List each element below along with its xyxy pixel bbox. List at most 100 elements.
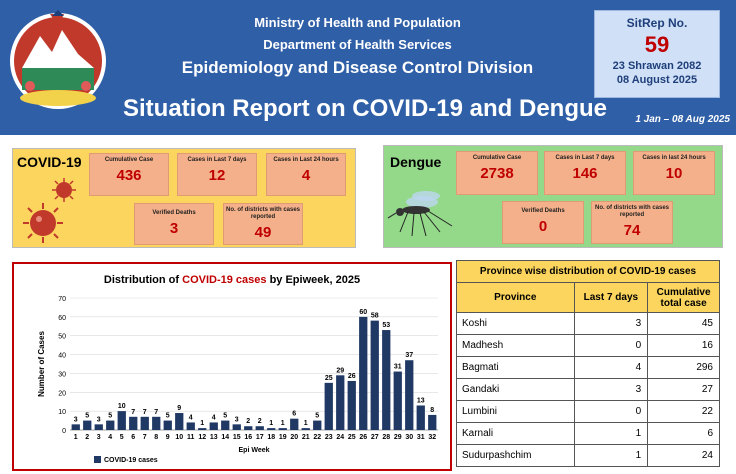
covid-last24-card: Cases in Last 24 hours 4 [266, 153, 346, 196]
province-cell: Gandaki [456, 378, 575, 401]
covid-panel-title: COVID-19 [17, 154, 82, 170]
mosquito-icon [387, 191, 453, 237]
sitrep-number: 59 [644, 32, 670, 57]
table-row: Lumbini 0 22 [456, 400, 720, 423]
province-table: Province wise distribution of COVID-19 c… [456, 260, 720, 467]
y-tick-label: 20 [58, 390, 66, 397]
x-tick-label: 26 [359, 434, 367, 441]
data-label: 6 [292, 411, 296, 418]
total-cell: 27 [647, 378, 720, 401]
x-tick-label: 12 [198, 434, 206, 441]
report-header: Ministry of Health and Population Depart… [0, 0, 736, 135]
x-tick-label: 16 [244, 434, 252, 441]
stat-label: Verified Deaths [152, 210, 196, 216]
data-label: 5 [223, 413, 227, 420]
data-label: 26 [348, 373, 356, 380]
x-tick-label: 7 [143, 434, 147, 441]
table-header-total: Cumulative total case [647, 282, 720, 313]
bar [301, 428, 310, 430]
bar [393, 371, 402, 430]
data-label: 10 [118, 403, 126, 410]
data-label: 53 [382, 322, 390, 329]
covid-epiweek-chart: Distribution of COVID-19 cases by Epiwee… [12, 262, 452, 471]
bar [175, 413, 184, 430]
data-label: 3 [74, 416, 78, 423]
table-header-last7: Last 7 days [573, 282, 649, 313]
covid-panel: COVID-19 Cumulative Case 436 Cases in La… [12, 148, 356, 248]
stat-label: Cases in Last 24 hours [273, 157, 339, 163]
x-tick-label: 19 [279, 434, 287, 441]
data-label: 60 [359, 309, 367, 316]
stat-label: Cases in last 24 hours [642, 155, 706, 161]
data-label: 2 [246, 418, 250, 425]
bar [186, 422, 195, 430]
data-label: 4 [189, 414, 193, 421]
x-tick-label: 21 [302, 434, 310, 441]
chart-canvas: 0102030405060703152335410576777859910411… [37, 296, 438, 464]
x-tick-label: 18 [267, 434, 275, 441]
x-tick-label: 30 [405, 434, 413, 441]
bar [129, 416, 138, 430]
data-label: 37 [405, 352, 413, 359]
x-tick-label: 25 [348, 434, 356, 441]
table-row: Bagmati 4 296 [456, 356, 720, 379]
bar [359, 316, 368, 430]
x-tick-label: 14 [221, 434, 229, 441]
bar [267, 428, 276, 430]
x-tick-label: 22 [313, 434, 321, 441]
bar [405, 360, 414, 430]
province-cell: Sudurpashchim [456, 444, 575, 467]
data-label: 1 [304, 420, 308, 427]
x-tick-label: 2 [85, 434, 89, 441]
bar [83, 420, 92, 430]
chart-title-post: by Epiweek, 2025 [266, 274, 361, 286]
x-tick-label: 24 [336, 434, 344, 441]
stat-label: Cumulative Case [472, 155, 522, 161]
virus-large-icon [23, 203, 63, 243]
dengue-last7-card: Cases in Last 7 days 146 [544, 151, 626, 195]
last7-cell: 0 [573, 334, 649, 357]
bar [106, 420, 115, 430]
data-label: 7 [131, 409, 135, 416]
data-label: 31 [394, 364, 402, 371]
bar [232, 424, 241, 430]
report-title: Situation Report on COVID-19 and Dengue [122, 95, 608, 122]
y-tick-label: 50 [58, 334, 66, 341]
last7-cell: 3 [573, 378, 649, 401]
dengue-cumulative-card: Cumulative Case 2738 [456, 151, 538, 195]
data-label: 1 [269, 420, 273, 427]
bar [198, 428, 207, 430]
province-cell: Koshi [456, 312, 575, 335]
bar [290, 418, 299, 430]
bar [278, 428, 287, 430]
stat-value: 49 [254, 224, 272, 241]
data-label: 5 [315, 413, 319, 420]
y-tick-label: 60 [58, 315, 66, 322]
x-tick-label: 31 [417, 434, 425, 441]
ministry-name: Ministry of Health and Population [254, 15, 461, 30]
stat-value: 436 [116, 167, 142, 184]
stat-label: No. of districts with cases reported [594, 205, 670, 218]
bar [209, 422, 218, 430]
x-tick-label: 4 [108, 434, 112, 441]
data-label: 7 [143, 409, 147, 416]
last7-cell: 1 [573, 422, 649, 445]
dengue-districts-card: No. of districts with cases reported 74 [591, 201, 673, 244]
sitrep-label: SitRep No. [626, 16, 688, 30]
table-header-province: Province [456, 282, 575, 313]
table-row: Sudurpashchim 1 24 [456, 444, 720, 467]
table-row: Madhesh 0 16 [456, 334, 720, 357]
province-cell: Madhesh [456, 334, 575, 357]
virus-icon [52, 178, 76, 202]
table-row: Koshi 3 45 [456, 312, 720, 335]
x-tick-label: 20 [290, 434, 298, 441]
stat-value: 2738 [480, 165, 514, 182]
data-label: 1 [200, 420, 204, 427]
department-name: Department of Health Services [263, 37, 452, 52]
data-label: 58 [371, 313, 379, 320]
bar [152, 416, 161, 430]
dengue-panel: Dengue Cumulative Case 2738 Cases in Las… [383, 145, 723, 248]
division-name: Epidemiology and Disease Control Divisio… [181, 58, 534, 77]
data-label: 3 [97, 416, 101, 423]
y-tick-label: 10 [58, 409, 66, 416]
